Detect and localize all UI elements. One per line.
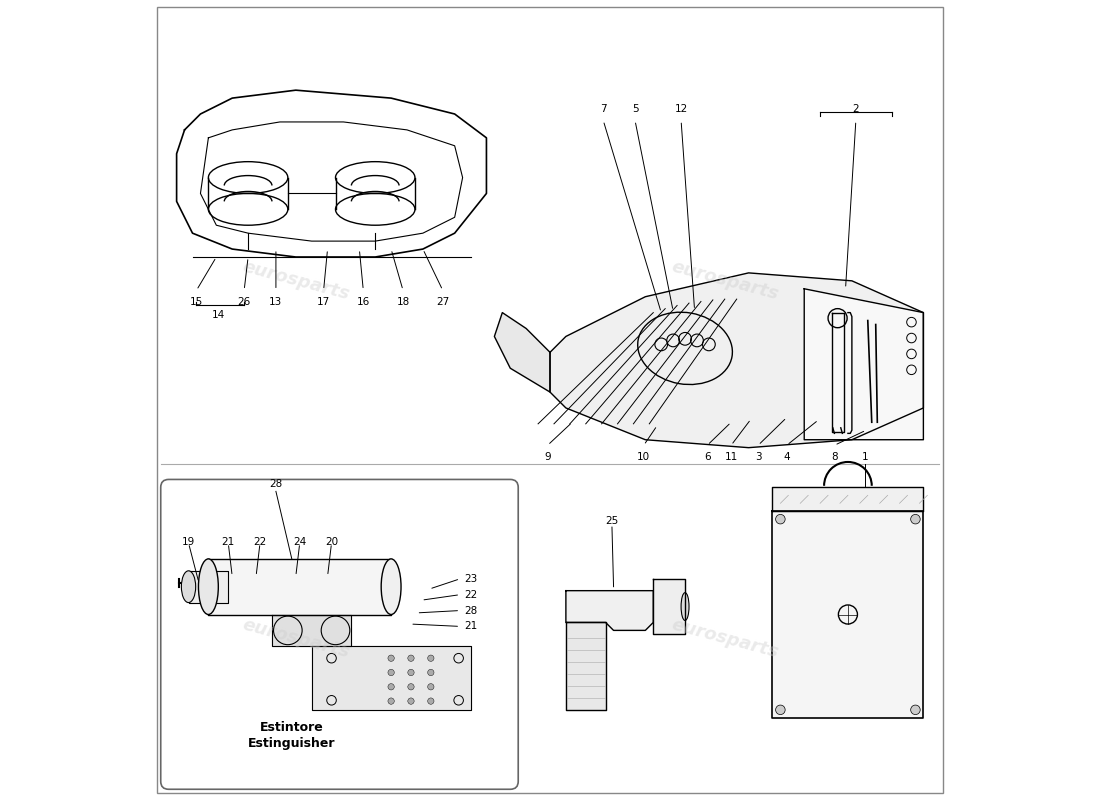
Circle shape xyxy=(776,705,785,714)
Text: Estinguisher: Estinguisher xyxy=(249,737,336,750)
Polygon shape xyxy=(565,622,606,710)
Text: 27: 27 xyxy=(436,297,450,306)
Text: 26: 26 xyxy=(238,297,251,306)
Circle shape xyxy=(388,698,394,704)
Circle shape xyxy=(428,655,435,662)
Text: Estintore: Estintore xyxy=(260,721,323,734)
Text: 22: 22 xyxy=(464,590,477,600)
Circle shape xyxy=(388,684,394,690)
Text: 9: 9 xyxy=(544,452,551,462)
Ellipse shape xyxy=(681,593,689,621)
Text: 25: 25 xyxy=(605,515,618,526)
Text: eurosparts: eurosparts xyxy=(240,258,351,304)
Ellipse shape xyxy=(198,559,218,614)
Text: 11: 11 xyxy=(725,452,738,462)
Text: 6: 6 xyxy=(704,452,711,462)
Text: 17: 17 xyxy=(317,297,330,306)
Text: 20: 20 xyxy=(324,537,338,546)
Text: eurosparts: eurosparts xyxy=(669,615,780,662)
Text: 28: 28 xyxy=(464,606,477,615)
Text: 24: 24 xyxy=(293,537,307,546)
FancyBboxPatch shape xyxy=(161,479,518,790)
Polygon shape xyxy=(653,578,685,634)
Text: 18: 18 xyxy=(396,297,409,306)
Circle shape xyxy=(388,670,394,676)
Text: 16: 16 xyxy=(356,297,370,306)
Polygon shape xyxy=(494,313,550,392)
Ellipse shape xyxy=(182,571,196,602)
Polygon shape xyxy=(565,590,653,630)
Text: 5: 5 xyxy=(631,104,638,114)
Text: 28: 28 xyxy=(270,479,283,489)
Circle shape xyxy=(911,705,921,714)
Ellipse shape xyxy=(382,559,402,614)
Circle shape xyxy=(408,655,415,662)
Text: 12: 12 xyxy=(674,104,688,114)
Text: eurosparts: eurosparts xyxy=(240,615,351,662)
Text: 23: 23 xyxy=(464,574,477,584)
Text: 15: 15 xyxy=(190,297,204,306)
Polygon shape xyxy=(311,646,471,710)
Text: 2: 2 xyxy=(852,104,859,114)
Text: 8: 8 xyxy=(832,452,838,462)
Polygon shape xyxy=(772,487,923,511)
Circle shape xyxy=(776,514,785,524)
Text: 21: 21 xyxy=(221,537,235,546)
Text: 7: 7 xyxy=(600,104,606,114)
Text: 14: 14 xyxy=(212,310,226,320)
Circle shape xyxy=(388,655,394,662)
Circle shape xyxy=(408,684,415,690)
Text: eurosparts: eurosparts xyxy=(669,258,780,304)
Polygon shape xyxy=(188,571,229,602)
Circle shape xyxy=(408,670,415,676)
Polygon shape xyxy=(272,614,351,646)
Polygon shape xyxy=(550,273,923,448)
Text: 19: 19 xyxy=(182,537,195,546)
Polygon shape xyxy=(804,289,923,440)
Circle shape xyxy=(428,670,435,676)
Circle shape xyxy=(408,698,415,704)
Polygon shape xyxy=(772,511,923,718)
Text: 10: 10 xyxy=(637,452,650,462)
Circle shape xyxy=(428,698,435,704)
Polygon shape xyxy=(208,559,392,614)
Text: 22: 22 xyxy=(253,537,266,546)
Text: 21: 21 xyxy=(464,622,477,631)
Text: 1: 1 xyxy=(862,452,869,462)
Text: 13: 13 xyxy=(270,297,283,306)
Text: 4: 4 xyxy=(783,452,790,462)
Circle shape xyxy=(911,514,921,524)
Circle shape xyxy=(428,684,435,690)
Text: 3: 3 xyxy=(755,452,761,462)
